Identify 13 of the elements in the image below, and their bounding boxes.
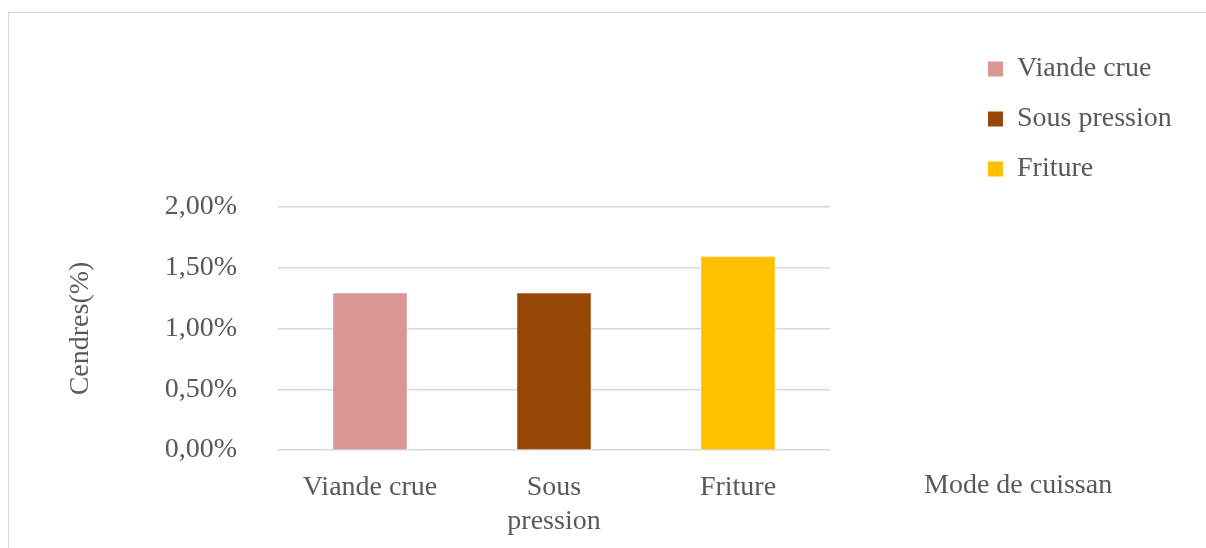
x-axis-title: Mode de cuissan [924, 468, 1113, 500]
y-tick-label: 0,50% [164, 371, 237, 403]
x-tick-label: Friture [699, 470, 777, 502]
y-axis-title: Cendres(%) [63, 261, 95, 396]
y-tick-label: 1,00% [164, 310, 237, 342]
y-tick-label: 1,50% [164, 250, 237, 282]
x-tick-label: Sous pression [507, 470, 601, 535]
y-tick-label: 2,00% [164, 189, 237, 221]
y-tick-label: 0,00% [164, 432, 237, 464]
legend-label: Sous pression [1017, 101, 1172, 133]
legend-label: Viande crue [1017, 51, 1152, 83]
x-tick-label: Viande crue [302, 470, 438, 502]
legend-label: Friture [1017, 151, 1094, 183]
